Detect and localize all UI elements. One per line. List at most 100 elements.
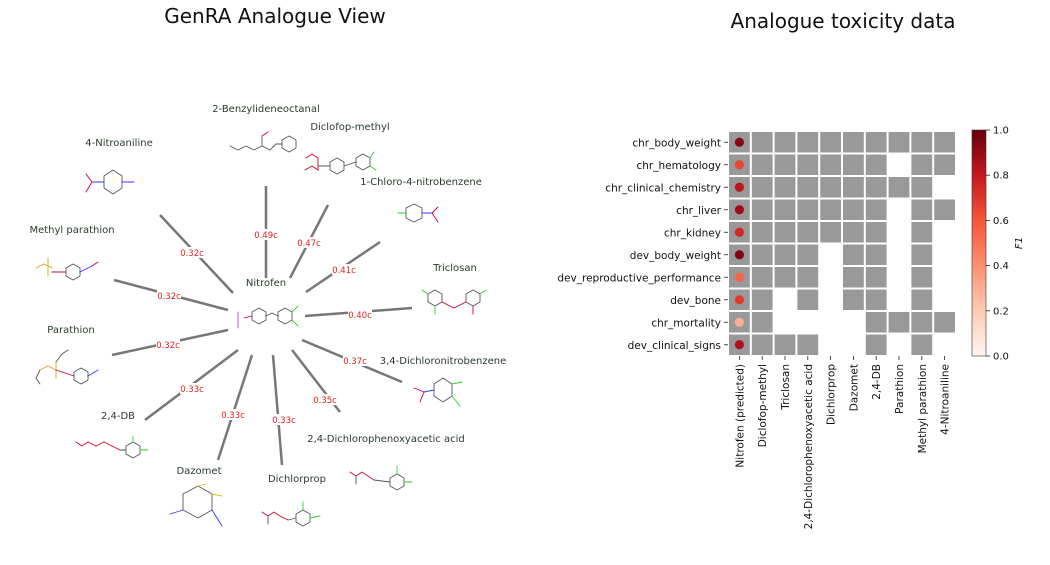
molecule-diclofop: [304, 151, 377, 175]
heatmap-cell: [820, 177, 841, 198]
predicted-f1-dot: [734, 227, 745, 237]
heatmap-cell: [934, 132, 955, 153]
edge-label-bg: [343, 355, 367, 366]
edge-label-bg: [156, 339, 180, 350]
row-label: chr_kidney: [664, 227, 721, 239]
network-edges: [111, 186, 413, 466]
edge-label: 0.32c: [156, 341, 180, 351]
heatmap-cell: [911, 222, 933, 243]
row-label: dev_body_weight: [630, 250, 721, 262]
heatmap-cell: [911, 312, 933, 333]
heatmap-cell: [820, 154, 841, 175]
predicted-f1-dot: [734, 272, 745, 282]
molecule-dcnb: [413, 377, 463, 407]
molecule-chloronitrobenzene: [397, 203, 439, 223]
edge-label: 0.40c: [348, 311, 372, 321]
heatmap-cell: [774, 244, 796, 265]
heatmap-cell: [911, 334, 933, 355]
edge-label-bg: [272, 414, 296, 425]
heatmap-cell: [865, 177, 887, 198]
colorbar-tick-label: 0.0: [993, 352, 1009, 363]
predicted-f1-dot: [734, 182, 745, 192]
heatmap-cell: [797, 244, 819, 265]
compound-name-diclofop: Diclofop-methyl: [310, 122, 389, 133]
column-label: Diclofop-methyl: [757, 364, 769, 447]
left-title: GenRA Analogue View: [164, 4, 386, 28]
predicted-f1-dot: [734, 205, 745, 215]
edge-label: 0.35c: [313, 396, 337, 406]
heatmap-cell: [797, 289, 819, 310]
heatmap-cell: [934, 312, 955, 333]
heatmap-cell: [797, 334, 819, 355]
edge-label: 0.33c: [221, 411, 245, 421]
heatmap-cell: [865, 199, 887, 220]
colorbar-tick-label: 0.8: [993, 171, 1009, 182]
heatmap-cell: [797, 132, 819, 153]
predicted-f1-dot: [734, 317, 745, 327]
heatmap-cell: [865, 154, 887, 175]
molecule-triclosan: [421, 289, 487, 315]
column-label: 2,4-DB: [871, 364, 883, 400]
heatmap-cell: [797, 267, 819, 288]
molecule-24d: [349, 465, 413, 491]
row-label: chr_clinical_chemistry: [605, 182, 721, 194]
heatmap-cell: [751, 132, 773, 153]
molecule-parathion: [35, 349, 99, 385]
edge-label: 0.37c: [343, 357, 367, 367]
heatmap-cell: [774, 177, 796, 198]
compound-name-parathion: Parathion: [47, 325, 94, 336]
heatmap-cell: [911, 244, 933, 265]
edge-label-bg: [313, 394, 337, 405]
heatmap-row-labels: chr_body_weight chr_hematology chr_clinica…: [557, 137, 728, 352]
heatmap-cell: [843, 177, 864, 198]
heatmap-cell: [751, 244, 773, 265]
heatmap-cell: [888, 132, 910, 153]
heatmap-cell: [751, 334, 773, 355]
edge-label-bg: [221, 409, 245, 420]
heatmap-cell: [865, 132, 887, 153]
row-label: dev_clinical_signs: [628, 340, 721, 352]
heatmap-cell: [888, 177, 910, 198]
heatmap-cell: [751, 222, 773, 243]
heatmap-cell: [820, 199, 841, 220]
compound-name-methylparathion: Methyl parathion: [29, 225, 114, 236]
compound-names: Nitrofen 2-Benzylideneoctanal Diclofop-m…: [29, 104, 506, 485]
edge-label: 0.49c: [254, 231, 278, 241]
edge-label-bg: [157, 290, 181, 301]
molecule-dichlorprop: [261, 501, 321, 527]
heatmap-cell: [751, 312, 773, 333]
compound-name-24db: 2,4-DB: [101, 411, 135, 422]
heatmap-cell: [751, 267, 773, 288]
compound-name-benzylideneoctanal: 2-Benzylideneoctanal: [212, 104, 320, 115]
heatmap-cell: [843, 267, 864, 288]
heatmap-cell: [843, 199, 864, 220]
predicted-f1-dot: [734, 137, 745, 147]
molecule-24db: [75, 435, 149, 459]
column-label: Dichlorprop: [826, 364, 838, 425]
colorbar-label: F1: [1014, 237, 1025, 249]
edge-label-bg: [180, 383, 204, 394]
heatmap-cell: [797, 222, 819, 243]
edge-dazomet: [216, 354, 254, 461]
heatmap-cell: [934, 154, 955, 175]
heatmap-cell: [865, 312, 887, 333]
compound-name-nitroaniline: 4-Nitroaniline: [85, 138, 152, 149]
heatmap-cell: [865, 244, 887, 265]
heatmap: [729, 132, 955, 355]
heatmap-cell: [820, 222, 841, 243]
molecule-nitroaniline: [85, 169, 135, 195]
molecule-nitrofen: [237, 305, 299, 329]
molecule-benzylideneoctanal: [229, 131, 297, 153]
heatmap-cell: [774, 132, 796, 153]
heatmap-cell: [911, 132, 933, 153]
column-label: Nitrofen (predicted): [734, 364, 746, 468]
heatmap-cell: [911, 154, 933, 175]
heatmap-cell: [774, 267, 796, 288]
heatmap-cell: [865, 289, 887, 310]
edge-label-bg: [297, 237, 321, 248]
predicted-f1-dot: [734, 160, 745, 170]
molecule-methylparathion: [35, 257, 99, 281]
heatmap-cell: [865, 334, 887, 355]
heatmap-cell: [751, 289, 773, 310]
compound-name-triclosan: Triclosan: [432, 263, 477, 274]
